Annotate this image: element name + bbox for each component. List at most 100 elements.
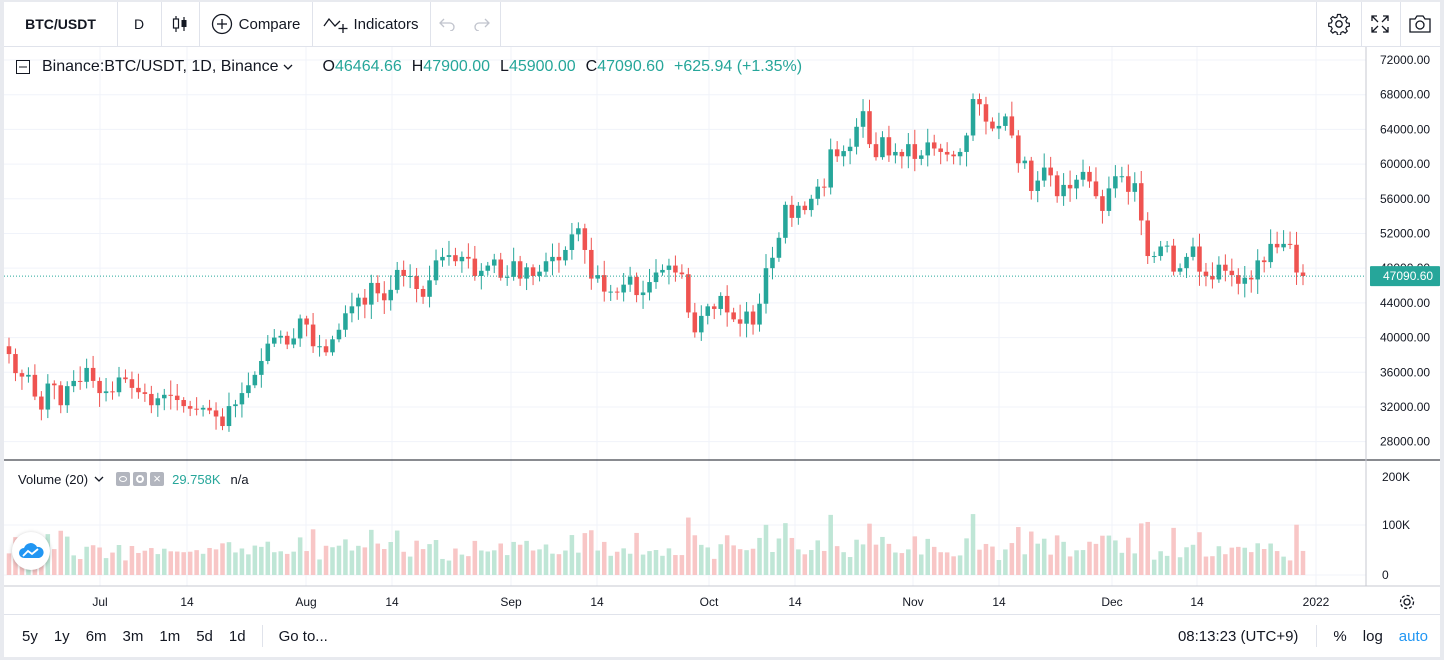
volume-bar bbox=[776, 538, 782, 575]
range-1m[interactable]: 1m bbox=[159, 627, 181, 645]
candle-body bbox=[1236, 275, 1241, 284]
volume-bar bbox=[634, 532, 639, 575]
candle-body bbox=[433, 260, 439, 281]
time-axis-settings-gear-icon[interactable] bbox=[1399, 594, 1415, 610]
volume-bar bbox=[957, 555, 963, 575]
close-value: 47090.60 bbox=[597, 58, 664, 75]
percent-toggle[interactable]: % bbox=[1333, 627, 1347, 645]
chevron-down-icon[interactable] bbox=[283, 63, 293, 71]
volume-bar bbox=[653, 550, 659, 575]
candle-body bbox=[530, 267, 536, 276]
candle-body bbox=[1197, 246, 1202, 272]
candle-body bbox=[1229, 270, 1235, 276]
indicators-icon bbox=[323, 17, 348, 33]
cloud-chart-icon bbox=[19, 543, 44, 558]
range-5y[interactable]: 5y bbox=[22, 627, 38, 645]
volume-bar bbox=[627, 553, 633, 575]
volume-bar bbox=[809, 550, 814, 575]
candle-body bbox=[925, 142, 931, 156]
legend-title[interactable]: Binance:BTC/USDT, 1D, Binance bbox=[42, 58, 279, 75]
collapse-icon[interactable] bbox=[16, 60, 30, 74]
candle-body bbox=[136, 387, 141, 393]
volume-bar bbox=[233, 552, 238, 575]
volume-bar bbox=[614, 551, 620, 575]
candle-body bbox=[259, 360, 264, 375]
candle-body bbox=[19, 373, 25, 377]
time-axis-label: Aug bbox=[295, 595, 316, 609]
candle-body bbox=[699, 315, 704, 333]
volume-bar bbox=[1087, 541, 1092, 575]
volume-bar bbox=[912, 536, 918, 575]
candle-body bbox=[181, 400, 186, 407]
fullscreen-button[interactable] bbox=[1360, 2, 1401, 46]
chevron-down-icon[interactable] bbox=[94, 475, 104, 483]
goto-button[interactable]: Go to... bbox=[278, 627, 328, 645]
indicators-button[interactable]: Indicators bbox=[312, 2, 431, 46]
range-1d[interactable]: 1d bbox=[228, 627, 246, 645]
candle-body bbox=[634, 276, 639, 296]
volume-bar bbox=[1106, 535, 1112, 575]
low-value: 45900.00 bbox=[508, 58, 576, 75]
close-icon[interactable]: × bbox=[150, 472, 165, 486]
candle-body bbox=[647, 282, 652, 293]
gear-icon[interactable] bbox=[133, 472, 148, 486]
range-5d[interactable]: 5d bbox=[196, 627, 213, 645]
time-axis-label: 14 bbox=[590, 595, 604, 609]
log-toggle[interactable]: log bbox=[1362, 627, 1383, 645]
range-3m[interactable]: 3m bbox=[122, 627, 144, 645]
volume-bar bbox=[1236, 546, 1241, 575]
candle-body bbox=[796, 205, 801, 218]
volume-bar bbox=[705, 547, 711, 575]
volume-bar bbox=[860, 544, 866, 575]
candle-body bbox=[1100, 196, 1105, 211]
volume-label[interactable]: Volume (20) bbox=[18, 471, 89, 487]
volume-bar bbox=[543, 544, 549, 575]
range-6m[interactable]: 6m bbox=[85, 627, 107, 645]
symbol-search[interactable]: BTC/USDT bbox=[4, 2, 118, 46]
volume-bar bbox=[317, 559, 322, 575]
candle-body bbox=[951, 154, 956, 157]
candle-body bbox=[317, 346, 322, 348]
range-1y[interactable]: 1y bbox=[53, 627, 70, 645]
brand-logo[interactable] bbox=[12, 532, 50, 570]
candle-body bbox=[84, 367, 89, 382]
settings-button[interactable] bbox=[1316, 2, 1362, 46]
volume-bar bbox=[990, 546, 995, 575]
candle-body bbox=[912, 144, 918, 159]
eye-icon[interactable] bbox=[116, 472, 131, 486]
volume-bar bbox=[731, 545, 736, 575]
interval-button[interactable]: D bbox=[117, 2, 162, 46]
redo-button[interactable] bbox=[464, 2, 501, 46]
volume-bar bbox=[149, 548, 154, 575]
plus-circle-icon bbox=[211, 13, 232, 35]
candle-body bbox=[511, 261, 516, 277]
volume-bar bbox=[1093, 543, 1099, 575]
volume-bar bbox=[466, 556, 471, 575]
chart-style-button[interactable] bbox=[161, 2, 200, 46]
candle-body bbox=[369, 282, 374, 305]
undo-button[interactable] bbox=[430, 2, 464, 46]
candle-body bbox=[601, 275, 607, 292]
clock[interactable]: 08:13:23 (UTC+9) bbox=[1177, 627, 1299, 645]
time-axis-label: 14 bbox=[180, 595, 194, 609]
volume-bar bbox=[692, 535, 698, 575]
volume-bar bbox=[886, 543, 892, 575]
price-axis-label: 72000.00 bbox=[1380, 53, 1430, 67]
candle-body bbox=[1268, 243, 1273, 263]
volume-bar bbox=[847, 557, 853, 575]
volume-bar bbox=[867, 523, 872, 575]
compare-button[interactable]: Compare bbox=[199, 2, 313, 46]
gear-teeth bbox=[1399, 594, 1415, 610]
volume-bar bbox=[246, 554, 251, 575]
screenshot-button[interactable] bbox=[1400, 2, 1440, 46]
candle-body bbox=[906, 144, 911, 157]
candle-body bbox=[375, 282, 381, 294]
candle-body bbox=[1113, 176, 1118, 189]
volume-bar bbox=[970, 514, 976, 575]
auto-toggle[interactable]: auto bbox=[1398, 627, 1428, 645]
volume-bar bbox=[220, 543, 225, 575]
price-axis-label: 56000.00 bbox=[1380, 192, 1430, 206]
candle-body bbox=[957, 151, 963, 157]
price-chart[interactable]: 72000.00 68000.00 64000.00 60000.00 56000.00… bbox=[0, 0, 1444, 614]
volume-bar bbox=[284, 553, 290, 575]
